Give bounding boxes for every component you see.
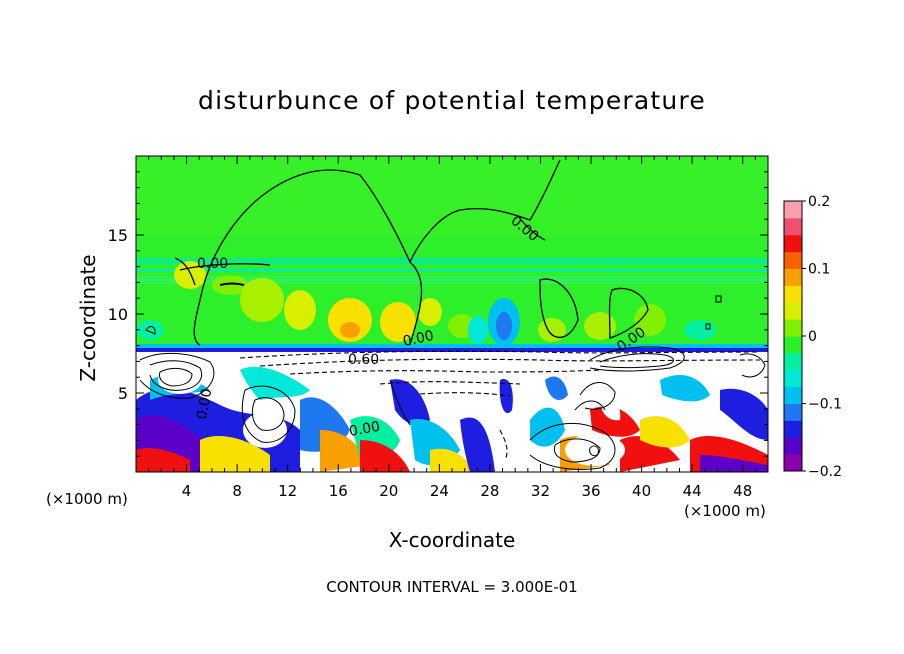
x-axis: 4 8 12 16 20 24 28 32 36 40 44 48 xyxy=(148,156,756,500)
colorbar-tick-label: 0.1 xyxy=(808,262,830,278)
x-tick-label: 16 xyxy=(329,482,348,500)
x-tick-label: 40 xyxy=(632,482,651,500)
x-tick-label: 44 xyxy=(683,482,702,500)
x-axis-label: X-coordinate xyxy=(388,528,516,552)
y-tick-label: 15 xyxy=(108,226,128,245)
colorbar-tick-label: −0.1 xyxy=(808,397,842,413)
contour-label: 0.00 xyxy=(348,419,381,440)
colorbar-swatch xyxy=(784,369,802,388)
colorbar-swatch xyxy=(784,420,802,438)
colorbar-swatch xyxy=(784,217,802,236)
colorbar-swatch xyxy=(784,454,802,472)
colorbar-swatch xyxy=(784,285,802,303)
colorbar-swatch xyxy=(784,352,802,371)
colorbar: 0.2 0.1 0 −0.1 −0.2 xyxy=(783,194,842,480)
contour-label: 0.00 xyxy=(197,256,228,272)
x-axis-unit-right: (×1000 m) xyxy=(684,502,766,520)
x-tick-label: 48 xyxy=(733,482,752,500)
y-axis-label: Z-coordinate xyxy=(76,254,100,382)
x-tick-label: 24 xyxy=(430,482,449,500)
colorbar-swatch xyxy=(784,302,802,320)
contour-label: 0.60 xyxy=(348,352,379,368)
x-tick-label: 8 xyxy=(232,482,242,500)
contour-label: 0.00 xyxy=(194,387,215,420)
chart-title: disturbunce of potential temperature xyxy=(198,86,706,115)
colorbar-swatch xyxy=(784,201,802,219)
colorbar-tick-label: −0.2 xyxy=(808,464,842,480)
colorbar-swatch xyxy=(784,437,802,455)
x-tick-label: 4 xyxy=(182,482,192,500)
contour-label: 0.00 xyxy=(402,328,436,350)
colorbar-swatch xyxy=(784,251,802,269)
y-tick-label: 5 xyxy=(118,384,128,403)
x-axis-unit-left: (×1000 m) xyxy=(46,490,128,508)
colorbar-tick-label: 0.2 xyxy=(808,194,830,210)
contour-interval-note: CONTOUR INTERVAL = 3.000E-01 xyxy=(326,578,578,596)
heatmap-field xyxy=(136,156,768,472)
y-axis: 5 10 15 xyxy=(108,171,768,457)
x-tick-label: 20 xyxy=(379,482,398,500)
x-tick-label: 12 xyxy=(278,482,297,500)
colorbar-swatch xyxy=(784,268,802,286)
x-tick-label: 36 xyxy=(581,482,600,500)
colorbar-swatch xyxy=(784,403,802,421)
colorbar-swatch xyxy=(784,319,802,337)
y-tick-label: 10 xyxy=(108,305,128,324)
colorbar-tick-label: 0 xyxy=(808,329,817,345)
colorbar-swatch xyxy=(784,234,802,253)
x-tick-label: 32 xyxy=(531,482,550,500)
colorbar-swatch xyxy=(784,386,802,404)
colorbar-swatch xyxy=(784,336,802,354)
x-tick-label: 28 xyxy=(480,482,499,500)
